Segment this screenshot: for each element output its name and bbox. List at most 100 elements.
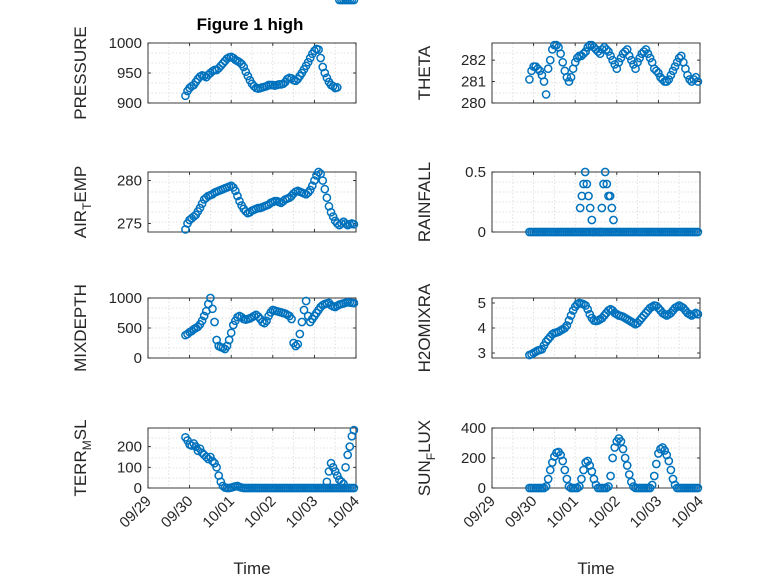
- data-point: [328, 81, 338, 91]
- xtick-label: 10/01: [199, 493, 238, 532]
- data-point: [545, 55, 555, 65]
- data-point: [543, 474, 553, 484]
- data-point: [303, 57, 313, 67]
- data-point: [330, 467, 340, 476]
- ytick-label: 275: [117, 215, 142, 232]
- data-point: [233, 191, 242, 201]
- data-point: [575, 482, 584, 491]
- data-point: [651, 66, 661, 76]
- data-point: [668, 66, 678, 76]
- data-point: [645, 53, 655, 63]
- data-point: [266, 308, 276, 317]
- data-point: [579, 465, 588, 475]
- data-point: [618, 444, 628, 454]
- y-axis-label-main: RAINFALL: [415, 162, 434, 242]
- subplot-pressure: 900 950 1000 PRESSURE: [71, 0, 359, 120]
- subplot-mixdepth: 0 500 1000 MIXDEPTH: [71, 284, 359, 372]
- ytick-label: 4: [478, 320, 486, 337]
- figure-title: Figure 1 high: [197, 15, 304, 34]
- data-point: [197, 199, 207, 209]
- grid-sun_flux: [492, 428, 700, 488]
- data-point: [206, 293, 215, 303]
- data-point: [679, 303, 688, 313]
- subplot-rainfall: 0 0.5 RAINFALL: [415, 162, 703, 242]
- ytick-label: 500: [117, 320, 142, 337]
- data-point: [253, 312, 263, 321]
- data-point: [566, 72, 576, 82]
- data-point: [558, 57, 568, 67]
- xtick-label: 10/04: [324, 493, 363, 532]
- data-point: [203, 454, 213, 464]
- data-point: [197, 316, 207, 326]
- y-axis-label: PRESSURE: [71, 26, 90, 120]
- data-point: [320, 184, 330, 194]
- data-point: [579, 179, 588, 189]
- data-point: [635, 53, 645, 63]
- data-point: [616, 53, 626, 63]
- data-point: [693, 309, 703, 319]
- ytick-label: 200: [117, 439, 142, 456]
- data-point: [633, 318, 642, 328]
- y-axis-label-main: THETA: [415, 45, 434, 100]
- data-point: [349, 425, 359, 435]
- data-point: [562, 321, 572, 330]
- data-point: [582, 179, 592, 189]
- data-point: [241, 207, 251, 216]
- data-point: [584, 191, 593, 201]
- data-point: [301, 296, 311, 306]
- data-point: [212, 462, 221, 472]
- data-point: [627, 477, 636, 487]
- ytick-label: 280: [117, 173, 142, 190]
- data-point: [599, 311, 609, 320]
- data-point: [583, 456, 593, 466]
- data-point: [541, 337, 551, 347]
- ytick-label: 100: [117, 459, 142, 476]
- data-point: [201, 452, 211, 462]
- data-point: [310, 46, 319, 56]
- data-point: [654, 68, 663, 78]
- ytick-label: 281: [461, 74, 486, 91]
- data-point: [562, 72, 572, 82]
- data-point: [345, 442, 355, 451]
- xtick-label: 09/29: [116, 493, 155, 532]
- data-point: [639, 311, 649, 320]
- data-point: [314, 45, 323, 54]
- data-point: [543, 64, 553, 74]
- data-point: [543, 334, 553, 344]
- y-axis-label-subscript: F: [424, 453, 438, 460]
- ytick-label: 1000: [109, 35, 142, 52]
- y-axis-label-main: SUN: [415, 460, 434, 496]
- data-point: [606, 471, 615, 481]
- data-point: [539, 77, 549, 86]
- xtick-label: 09/30: [158, 493, 197, 532]
- data-point: [328, 462, 338, 472]
- data-point: [587, 467, 597, 476]
- data-point: [620, 453, 630, 463]
- data-point: [580, 167, 590, 177]
- data-point: [341, 462, 350, 472]
- data-point: [600, 167, 610, 177]
- y-axis-label: H2OMIXRA: [415, 283, 434, 372]
- data-point: [597, 203, 607, 213]
- axes-box-h2omixra: [491, 297, 701, 359]
- data-point: [564, 316, 574, 325]
- axes-box-pressure: [147, 42, 357, 104]
- axes-box-rainfall: [491, 171, 701, 233]
- xtick-label: 10/01: [543, 493, 582, 532]
- subplot-h2omixra: 3 4 5 H2OMIXRA: [415, 283, 703, 372]
- data-point: [199, 311, 209, 321]
- data-point: [666, 308, 676, 318]
- data-point: [310, 176, 319, 185]
- data-point: [535, 66, 545, 76]
- data-point: [639, 47, 649, 56]
- data-point: [208, 456, 217, 466]
- data-point: [341, 219, 350, 228]
- data-point: [193, 322, 203, 332]
- data-point: [572, 483, 582, 493]
- xtick-label: 09/29: [460, 493, 499, 532]
- xtick-label: 09/30: [502, 493, 541, 532]
- subplot-theta: 280 281 282 THETA: [415, 40, 703, 112]
- x-axis-label: Time: [577, 559, 614, 578]
- data-point: [552, 40, 561, 50]
